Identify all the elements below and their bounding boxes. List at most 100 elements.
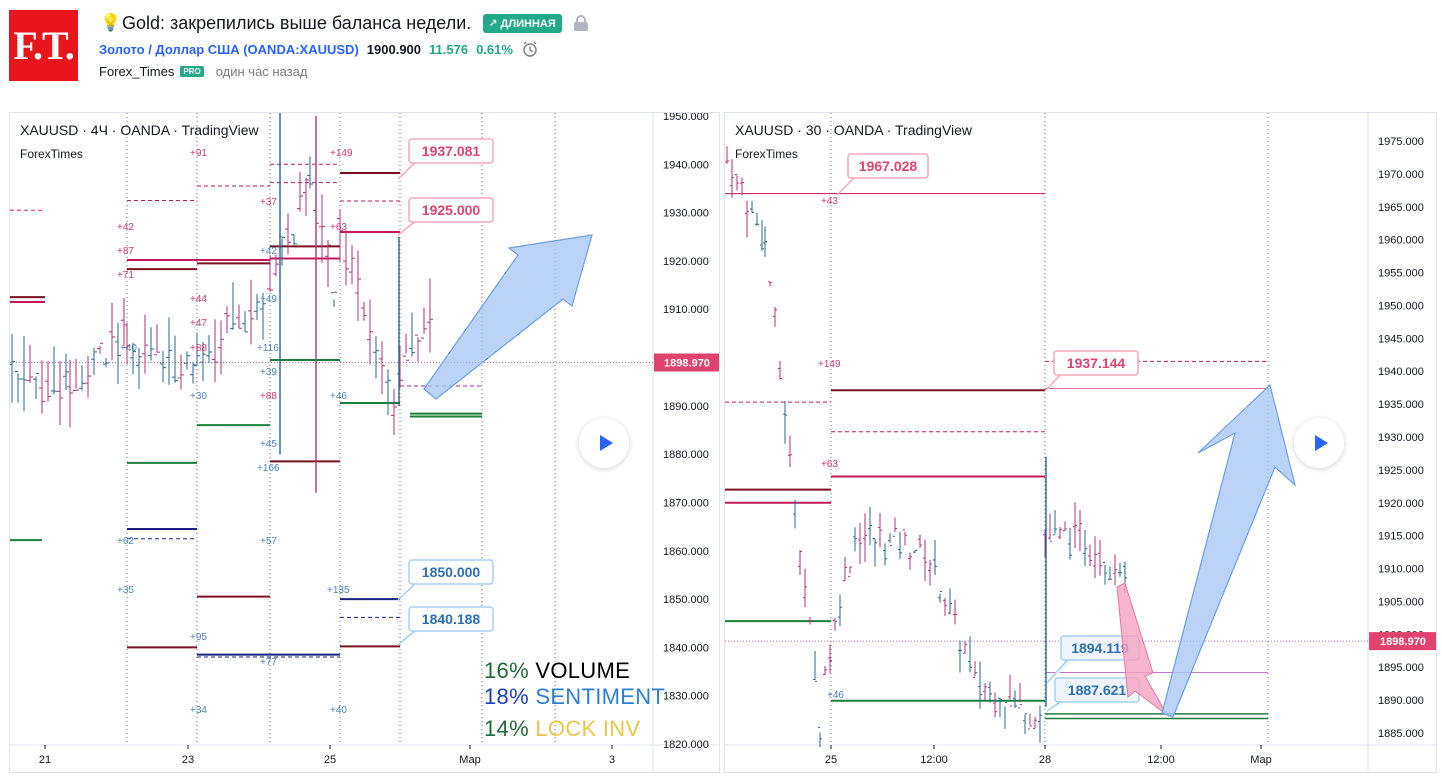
level-tag-label: +71: [117, 270, 134, 281]
price-tick-label: 1890.000: [1378, 695, 1424, 707]
idea-title-row: 💡 Gold: закрепились выше баланса недели.…: [100, 10, 588, 36]
price-tick-label: 1885.000: [1378, 728, 1424, 740]
price-tick-label: 1820.000: [663, 739, 709, 751]
chart-legend: XAUUSD · 30 · OANDA · TradingView: [735, 122, 973, 138]
lock-icon: [573, 15, 588, 31]
time-tick-label: 25: [825, 754, 837, 766]
level-tag-label: +91: [190, 148, 207, 159]
play-icon: [599, 435, 613, 451]
stat-volume-label: VOLUME: [535, 658, 631, 683]
level-tag-label: +47: [190, 318, 207, 329]
callout-price: 1894.119: [1071, 640, 1129, 656]
chart-author-label: ForexTimes: [20, 147, 83, 161]
callout-box: [408, 197, 494, 223]
price-tick-label: 1950.000: [1378, 300, 1424, 312]
price-change: 11.576: [429, 41, 469, 57]
level-tag-label: +35: [117, 585, 134, 596]
price-tick-label: 1910.000: [663, 304, 709, 316]
stat-lock-inv: 14% LOCK INV: [484, 716, 640, 742]
stat-sentiment: 18% SENTIMENT: [484, 684, 665, 710]
price-tick-label: 1940.000: [1378, 366, 1424, 378]
callout-price: 1840.188: [422, 611, 481, 627]
price-tick-label: 1890.000: [663, 401, 709, 413]
level-tag-label: +57: [260, 536, 277, 547]
play-button[interactable]: [579, 418, 629, 468]
author-logo[interactable]: F.T.: [9, 10, 78, 81]
callout-price: 1887.621: [1068, 682, 1127, 698]
last-price: 1900.900: [366, 41, 422, 57]
level-tag-label: +166: [257, 463, 280, 474]
price-tick-label: 1870.000: [663, 497, 709, 509]
callout-price: 1937.144: [1067, 355, 1126, 371]
time-tick-label: 21: [39, 754, 51, 766]
stat-sentiment-label: SENTIMENT: [535, 684, 666, 709]
level-tag-label: +42: [260, 246, 277, 257]
price-tick-label: 1955.000: [1378, 268, 1424, 280]
price-tick-label: 1920.000: [1378, 498, 1424, 510]
time-tick-label: Мар: [459, 754, 481, 766]
stat-volume: 16% VOLUME: [484, 658, 630, 684]
level-tag-label: +63: [330, 222, 347, 233]
callout-price: 1967.028: [859, 158, 918, 174]
forecast-arrow-up: [1161, 383, 1297, 718]
price-tick-label: 1830.000: [663, 691, 709, 703]
callout-price: 1925.000: [422, 202, 481, 218]
level-tag-label: +88: [260, 391, 277, 402]
play-icon: [1314, 435, 1328, 451]
current-price-tag: [1369, 632, 1436, 651]
symbol-link[interactable]: Золото / Доллар США (OANDA:XAUUSD): [99, 41, 359, 57]
long-badge: ↗ ДЛИННАЯ: [483, 13, 562, 33]
alarm-clock-icon[interactable]: [521, 40, 539, 58]
forecast-arrow-up: [423, 234, 593, 400]
level-tag-label: +45: [260, 439, 277, 450]
time-tick-label: 25: [324, 754, 336, 766]
level-tag-label: +49: [260, 294, 277, 305]
lightbulb-icon: 💡: [100, 13, 122, 32]
level-tag-label: +135: [327, 585, 350, 596]
price-change-pct: 0.61%: [476, 41, 513, 57]
price-tick-label: 1905.000: [1378, 596, 1424, 608]
stat-lock-label: LOCK INV: [535, 716, 641, 741]
publish-time: один час назад: [215, 64, 308, 79]
level-tag-label: +87: [117, 246, 134, 257]
level-tag-label: +77: [260, 657, 277, 668]
chart-4h[interactable]: 1950.000 1940.000 1930.000 1920.000 1910.000…: [9, 112, 720, 773]
time-tick-label: 23: [182, 754, 194, 766]
play-button[interactable]: [1294, 418, 1344, 468]
callout-box: [1053, 350, 1139, 376]
price-tick-label: 1930.000: [1378, 432, 1424, 444]
price-tick-label: 1840.000: [663, 642, 709, 654]
level-tag-label: +116: [257, 343, 279, 354]
time-tick-label: 12:00: [920, 754, 948, 766]
chart-30m-canvas: 1975.000 1970.000 1965.000 1960.000 1955.000…: [725, 113, 1436, 772]
level-tag-label: +40: [330, 705, 347, 716]
price-tick-label: 1910.000: [1378, 564, 1424, 576]
level-tag-label: +62: [117, 536, 134, 547]
author-name[interactable]: Forex_Times: [99, 64, 175, 79]
price-tick-label: 1940.000: [663, 159, 709, 171]
chart-30m[interactable]: 1975.000 1970.000 1965.000 1960.000 1955.000…: [724, 112, 1437, 773]
level-tag-label: +43: [821, 196, 838, 207]
callout-pointer: [836, 175, 864, 196]
price-tick-label: 1930.000: [663, 208, 709, 220]
level-tag-label: +40: [120, 343, 137, 354]
author-line: Forex_Times PRO один час назад: [99, 64, 307, 79]
pro-badge: PRO: [180, 66, 204, 77]
callout-box: [847, 153, 929, 179]
price-tick-label: 1970.000: [1378, 169, 1424, 181]
level-tag-label: +149: [818, 359, 841, 370]
price-tick-label: 1920.000: [663, 256, 709, 268]
level-tag-label: +88: [190, 343, 207, 354]
price-tick-label: 1945.000: [1378, 333, 1424, 345]
current-price-tag: [654, 353, 719, 372]
level-tag-label: +44: [190, 294, 207, 305]
level-tag-label: +39: [260, 367, 277, 378]
level-tag-label: +30: [190, 391, 207, 402]
level-tag-label: +34: [190, 705, 207, 716]
stat-volume-pct: 16%: [484, 658, 529, 683]
price-tick-label: 1895.000: [1378, 662, 1424, 674]
level-tag-label: +63: [821, 459, 838, 470]
price-tick-label: 1915.000: [1378, 531, 1424, 543]
stat-lock-pct: 14%: [484, 716, 529, 741]
price-tick-label: 1860.000: [663, 546, 709, 558]
